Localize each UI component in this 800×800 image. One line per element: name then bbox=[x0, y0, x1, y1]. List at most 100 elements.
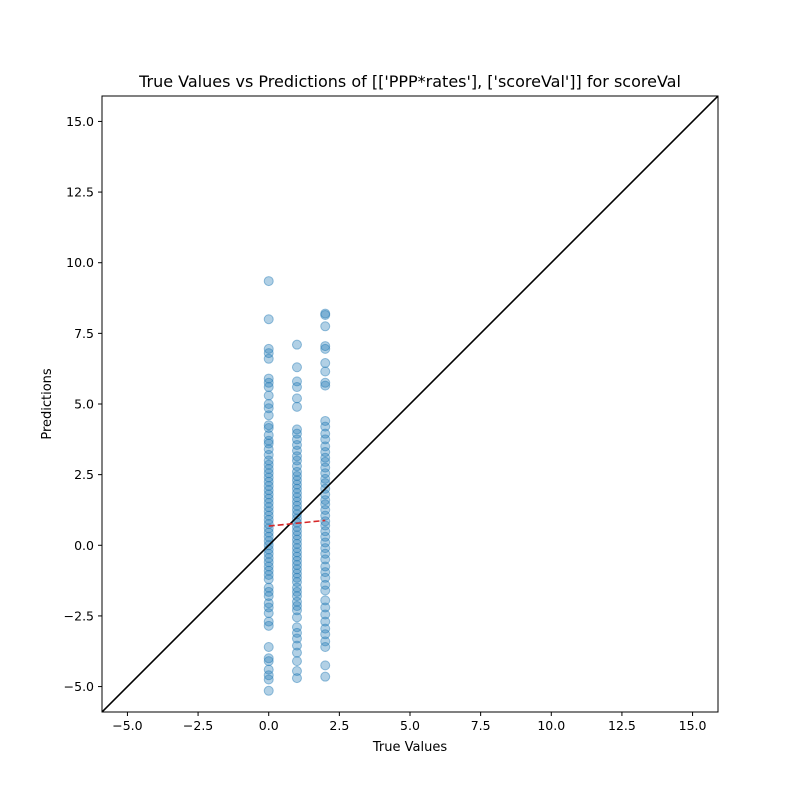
scatter-point bbox=[320, 358, 331, 369]
scatter-point bbox=[291, 538, 302, 549]
x-tick-label: 7.5 bbox=[471, 718, 491, 733]
scatter-point bbox=[263, 423, 274, 434]
scatter-point bbox=[320, 585, 331, 596]
scatter-point bbox=[291, 492, 302, 503]
scatter-point bbox=[263, 485, 274, 496]
scatter-point bbox=[291, 582, 302, 593]
scatter-point bbox=[291, 551, 302, 562]
scatter-point bbox=[291, 647, 302, 658]
scatter-point bbox=[263, 574, 274, 585]
scatter-point bbox=[291, 526, 302, 537]
y-axis: −5.0 −2.5 0.0 2.5 5.0 7.5 10.0 12.5 15.0 bbox=[64, 114, 102, 694]
scatter-point bbox=[263, 527, 274, 538]
scatter-point bbox=[263, 430, 274, 441]
scatter-point bbox=[263, 548, 274, 559]
x-tick-label: 5.0 bbox=[400, 718, 420, 733]
scatter-point bbox=[320, 548, 331, 559]
scatter-point bbox=[263, 620, 274, 631]
scatter-point bbox=[263, 468, 274, 479]
scatter-point bbox=[263, 410, 274, 421]
scatter-point bbox=[263, 444, 274, 455]
scatter-point bbox=[263, 569, 274, 580]
scatter-point bbox=[291, 488, 302, 499]
scatter-point bbox=[320, 428, 331, 439]
scatter-point bbox=[291, 500, 302, 511]
scatter-point bbox=[263, 497, 274, 508]
scatter-point bbox=[291, 428, 302, 439]
scatter-point bbox=[291, 504, 302, 515]
scatter-point bbox=[320, 473, 331, 484]
scatter-point bbox=[263, 602, 274, 613]
scatter-point bbox=[320, 343, 331, 354]
scatter-point bbox=[291, 577, 302, 588]
scatter-point bbox=[291, 543, 302, 554]
scatter-point bbox=[291, 622, 302, 633]
scatter-point bbox=[263, 586, 274, 597]
scatter-point bbox=[320, 434, 331, 445]
scatter-point bbox=[263, 480, 274, 491]
x-axis: −5.0 −2.5 0.0 2.5 5.0 7.5 10.0 12.5 15.0 bbox=[112, 712, 707, 733]
scatter-point bbox=[291, 656, 302, 667]
scatter-point bbox=[263, 403, 274, 414]
scatter-point bbox=[291, 445, 302, 456]
scatter-point bbox=[320, 456, 331, 467]
scatter-point bbox=[263, 343, 274, 354]
scatter-point bbox=[320, 579, 331, 590]
x-tick-label: 10.0 bbox=[537, 718, 565, 733]
scatter-point bbox=[291, 461, 302, 472]
scatter-point bbox=[320, 380, 331, 391]
chart-title: True Values vs Predictions of [['PPP*rat… bbox=[138, 72, 681, 91]
scatter-point bbox=[291, 339, 302, 350]
y-tick-label: 7.5 bbox=[74, 326, 94, 341]
scatter-point bbox=[263, 435, 274, 446]
scatter-point bbox=[291, 521, 302, 532]
y-tick-label: 5.0 bbox=[74, 397, 94, 412]
scatter-point bbox=[263, 314, 274, 325]
scatter-point bbox=[263, 276, 274, 287]
scatter-point bbox=[320, 642, 331, 653]
scatter-point bbox=[320, 366, 331, 377]
scatter-point bbox=[291, 564, 302, 575]
scatter-point bbox=[320, 341, 331, 352]
scatter-point bbox=[291, 605, 302, 616]
plot-area bbox=[101, 95, 719, 713]
scatter-point bbox=[263, 656, 274, 667]
scatter-point bbox=[320, 309, 331, 320]
scatter-point bbox=[263, 582, 274, 593]
scatter-point bbox=[291, 479, 302, 490]
y-tick-label: 15.0 bbox=[66, 114, 94, 129]
scatter-point bbox=[263, 642, 274, 653]
scatter-point bbox=[320, 671, 331, 682]
scatter-point bbox=[263, 489, 274, 500]
scatter-point bbox=[291, 471, 302, 482]
scatter-points bbox=[263, 276, 331, 696]
scatter-point bbox=[320, 602, 331, 613]
scatter-point bbox=[263, 472, 274, 483]
scatter-point bbox=[263, 449, 274, 460]
scatter-point bbox=[320, 452, 331, 463]
scatter-point bbox=[291, 633, 302, 644]
scatter-point bbox=[320, 489, 331, 500]
scatter-point bbox=[320, 609, 331, 620]
scatter-point bbox=[320, 516, 331, 527]
scatter-point bbox=[263, 664, 274, 675]
scatter-point bbox=[263, 591, 274, 602]
scatter-point bbox=[320, 561, 331, 572]
scatter-point bbox=[291, 596, 302, 607]
scatter-point bbox=[291, 530, 302, 541]
scatter-point bbox=[263, 510, 274, 521]
scatter-point bbox=[320, 543, 331, 554]
scatter-point bbox=[263, 353, 274, 364]
scatter-point bbox=[291, 439, 302, 450]
scatter-point bbox=[291, 560, 302, 571]
scatter-point bbox=[291, 666, 302, 677]
scatter-point bbox=[263, 377, 274, 388]
scatter-point bbox=[320, 629, 331, 640]
scatter-point bbox=[291, 586, 302, 597]
fit-line bbox=[268, 519, 326, 527]
scatter-point bbox=[320, 595, 331, 606]
y-tick-label: −2.5 bbox=[64, 608, 94, 623]
scatter-point bbox=[291, 555, 302, 566]
scatter-point bbox=[320, 308, 331, 319]
